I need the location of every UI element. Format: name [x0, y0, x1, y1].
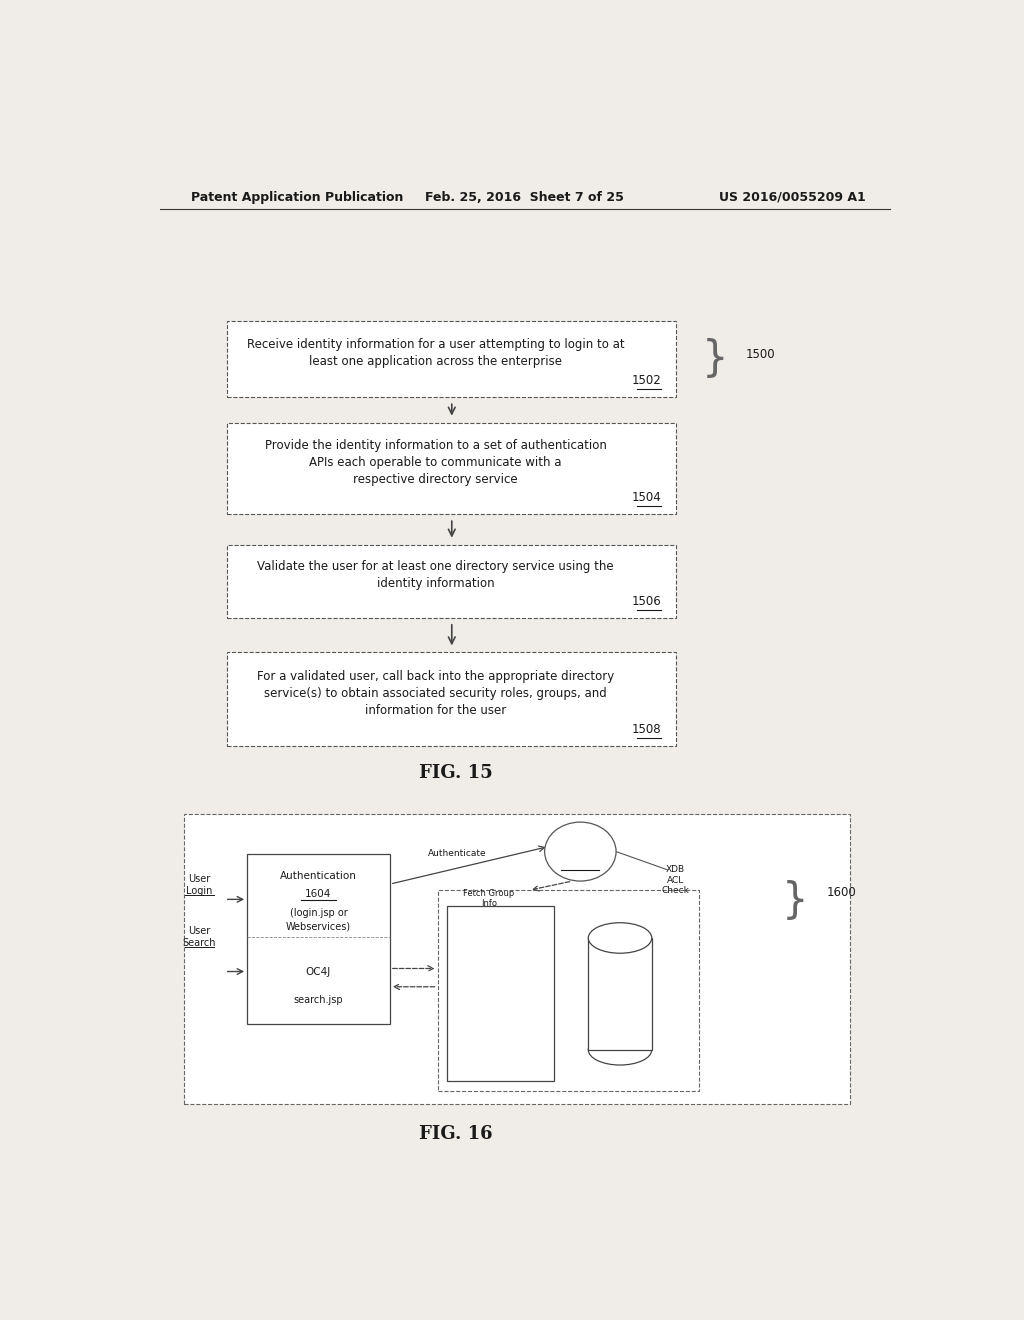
Text: Provide the identity information to a set of authentication
APIs each operable t: Provide the identity information to a se…	[264, 438, 606, 486]
Text: User
Search: User Search	[182, 925, 216, 948]
FancyBboxPatch shape	[588, 939, 651, 1049]
Text: Authenticate: Authenticate	[428, 849, 486, 858]
Text: search.jsp: search.jsp	[294, 995, 343, 1005]
FancyBboxPatch shape	[447, 907, 554, 1081]
Text: For a validated user, call back into the appropriate directory
service(s) to obt: For a validated user, call back into the…	[257, 669, 614, 717]
FancyBboxPatch shape	[437, 890, 699, 1092]
FancyBboxPatch shape	[183, 814, 850, 1104]
FancyBboxPatch shape	[227, 545, 676, 618]
Text: XDB
ACL
Check: XDB ACL Check	[662, 865, 689, 895]
Text: Authentication: Authentication	[280, 871, 357, 880]
Ellipse shape	[588, 1035, 651, 1065]
Text: 1504: 1504	[632, 491, 662, 504]
Text: FIG. 16: FIG. 16	[419, 1125, 493, 1143]
Text: Receive identity information for a user attempting to login to at
least one appl: Receive identity information for a user …	[247, 338, 625, 368]
Text: }: }	[702, 338, 728, 380]
Ellipse shape	[545, 822, 616, 880]
Text: Eq0qrypkb: Eq0qrypkb	[474, 964, 526, 973]
Text: 1604: 1604	[305, 890, 332, 899]
Text: 1508: 1508	[632, 723, 662, 735]
Text: 1602: 1602	[566, 857, 594, 867]
Text: OC4J: OC4J	[306, 966, 331, 977]
Text: Fetch Group
Info: Fetch Group Info	[464, 888, 515, 908]
FancyBboxPatch shape	[227, 652, 676, 746]
Text: 1500: 1500	[745, 347, 775, 360]
FancyBboxPatch shape	[227, 422, 676, 515]
Text: Validate the user for at least one directory service using the
identity informat: Validate the user for at least one direc…	[257, 560, 613, 590]
Text: }: }	[781, 880, 808, 921]
FancyBboxPatch shape	[227, 321, 676, 397]
Text: DB: DB	[611, 983, 629, 994]
Text: 1502: 1502	[632, 374, 662, 387]
Text: OID: OID	[570, 837, 591, 846]
Text: Filter: Filter	[488, 1002, 513, 1012]
Text: User
Login: User Login	[186, 874, 213, 896]
Text: 1600: 1600	[826, 886, 856, 899]
Text: Add Text: Add Text	[480, 983, 521, 993]
Text: FIG. 15: FIG. 15	[419, 764, 493, 783]
Text: Patent Application Publication: Patent Application Publication	[191, 190, 403, 203]
Ellipse shape	[588, 923, 651, 953]
Text: 1506: 1506	[632, 594, 662, 607]
FancyBboxPatch shape	[247, 854, 390, 1024]
Text: (login.jsp or: (login.jsp or	[290, 908, 347, 917]
Text: Feb. 25, 2016  Sheet 7 of 25: Feb. 25, 2016 Sheet 7 of 25	[425, 190, 625, 203]
Text: Webservices): Webservices)	[286, 921, 351, 932]
Text: US 2016/0055209 A1: US 2016/0055209 A1	[719, 190, 866, 203]
